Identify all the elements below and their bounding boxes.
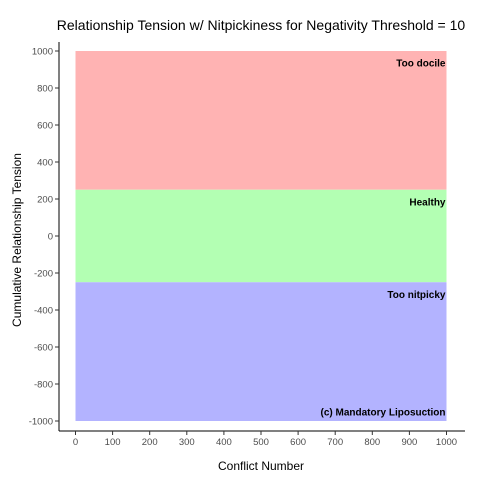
band-healthy — [75, 189, 447, 283]
band-too-nitpicky — [75, 282, 447, 421]
x-tick-label: 200 — [142, 437, 158, 448]
y-tick-label: -800 — [34, 380, 53, 391]
annotation-2: Too nitpicky — [387, 290, 446, 301]
annotations-layer: Too docile Healthy Too nitpicky (c) Mandato… — [321, 59, 446, 419]
x-tick-label: 900 — [401, 437, 417, 448]
annotation-1: Healthy — [409, 197, 446, 208]
x-tick-label: 1000 — [436, 437, 457, 448]
x-tick-label: 800 — [364, 437, 380, 448]
y-tick-label: 400 — [37, 158, 53, 169]
x-tick-label: 0 — [73, 437, 78, 448]
y-tick-label: -1000 — [29, 417, 53, 428]
band-too-docile — [75, 51, 447, 190]
x-tick-label: 700 — [327, 437, 343, 448]
annotation-0: Too docile — [396, 59, 446, 70]
x-tick-label: 600 — [290, 437, 306, 448]
y-tick-label: 600 — [37, 121, 53, 132]
y-tick-label: 0 — [48, 232, 53, 243]
y-axis-title: Cumulative Relationship Tension — [10, 153, 24, 327]
y-tick-label: -400 — [34, 306, 53, 317]
x-tick-label: 100 — [105, 437, 121, 448]
annotation-3: (c) Mandatory Liposuction — [321, 407, 446, 418]
ticks-layer: 0 100 200 300 400 500 600 700 800 900 1000 -1000 -80… — [29, 47, 457, 449]
y-tick-label: 200 — [37, 195, 53, 206]
y-tick-label: 800 — [37, 84, 53, 95]
y-tick-label: 1000 — [32, 47, 53, 58]
x-tick-label: 400 — [216, 437, 232, 448]
chart-title: Relationship Tension w/ Nitpickiness for… — [57, 17, 466, 33]
x-axis-title: Conflict Number — [218, 459, 304, 473]
y-tick-label: -600 — [34, 343, 53, 354]
bands-layer — [75, 51, 447, 421]
x-tick-label: 300 — [179, 437, 195, 448]
x-tick-label: 500 — [253, 437, 269, 448]
y-tick-label: -200 — [34, 269, 53, 280]
